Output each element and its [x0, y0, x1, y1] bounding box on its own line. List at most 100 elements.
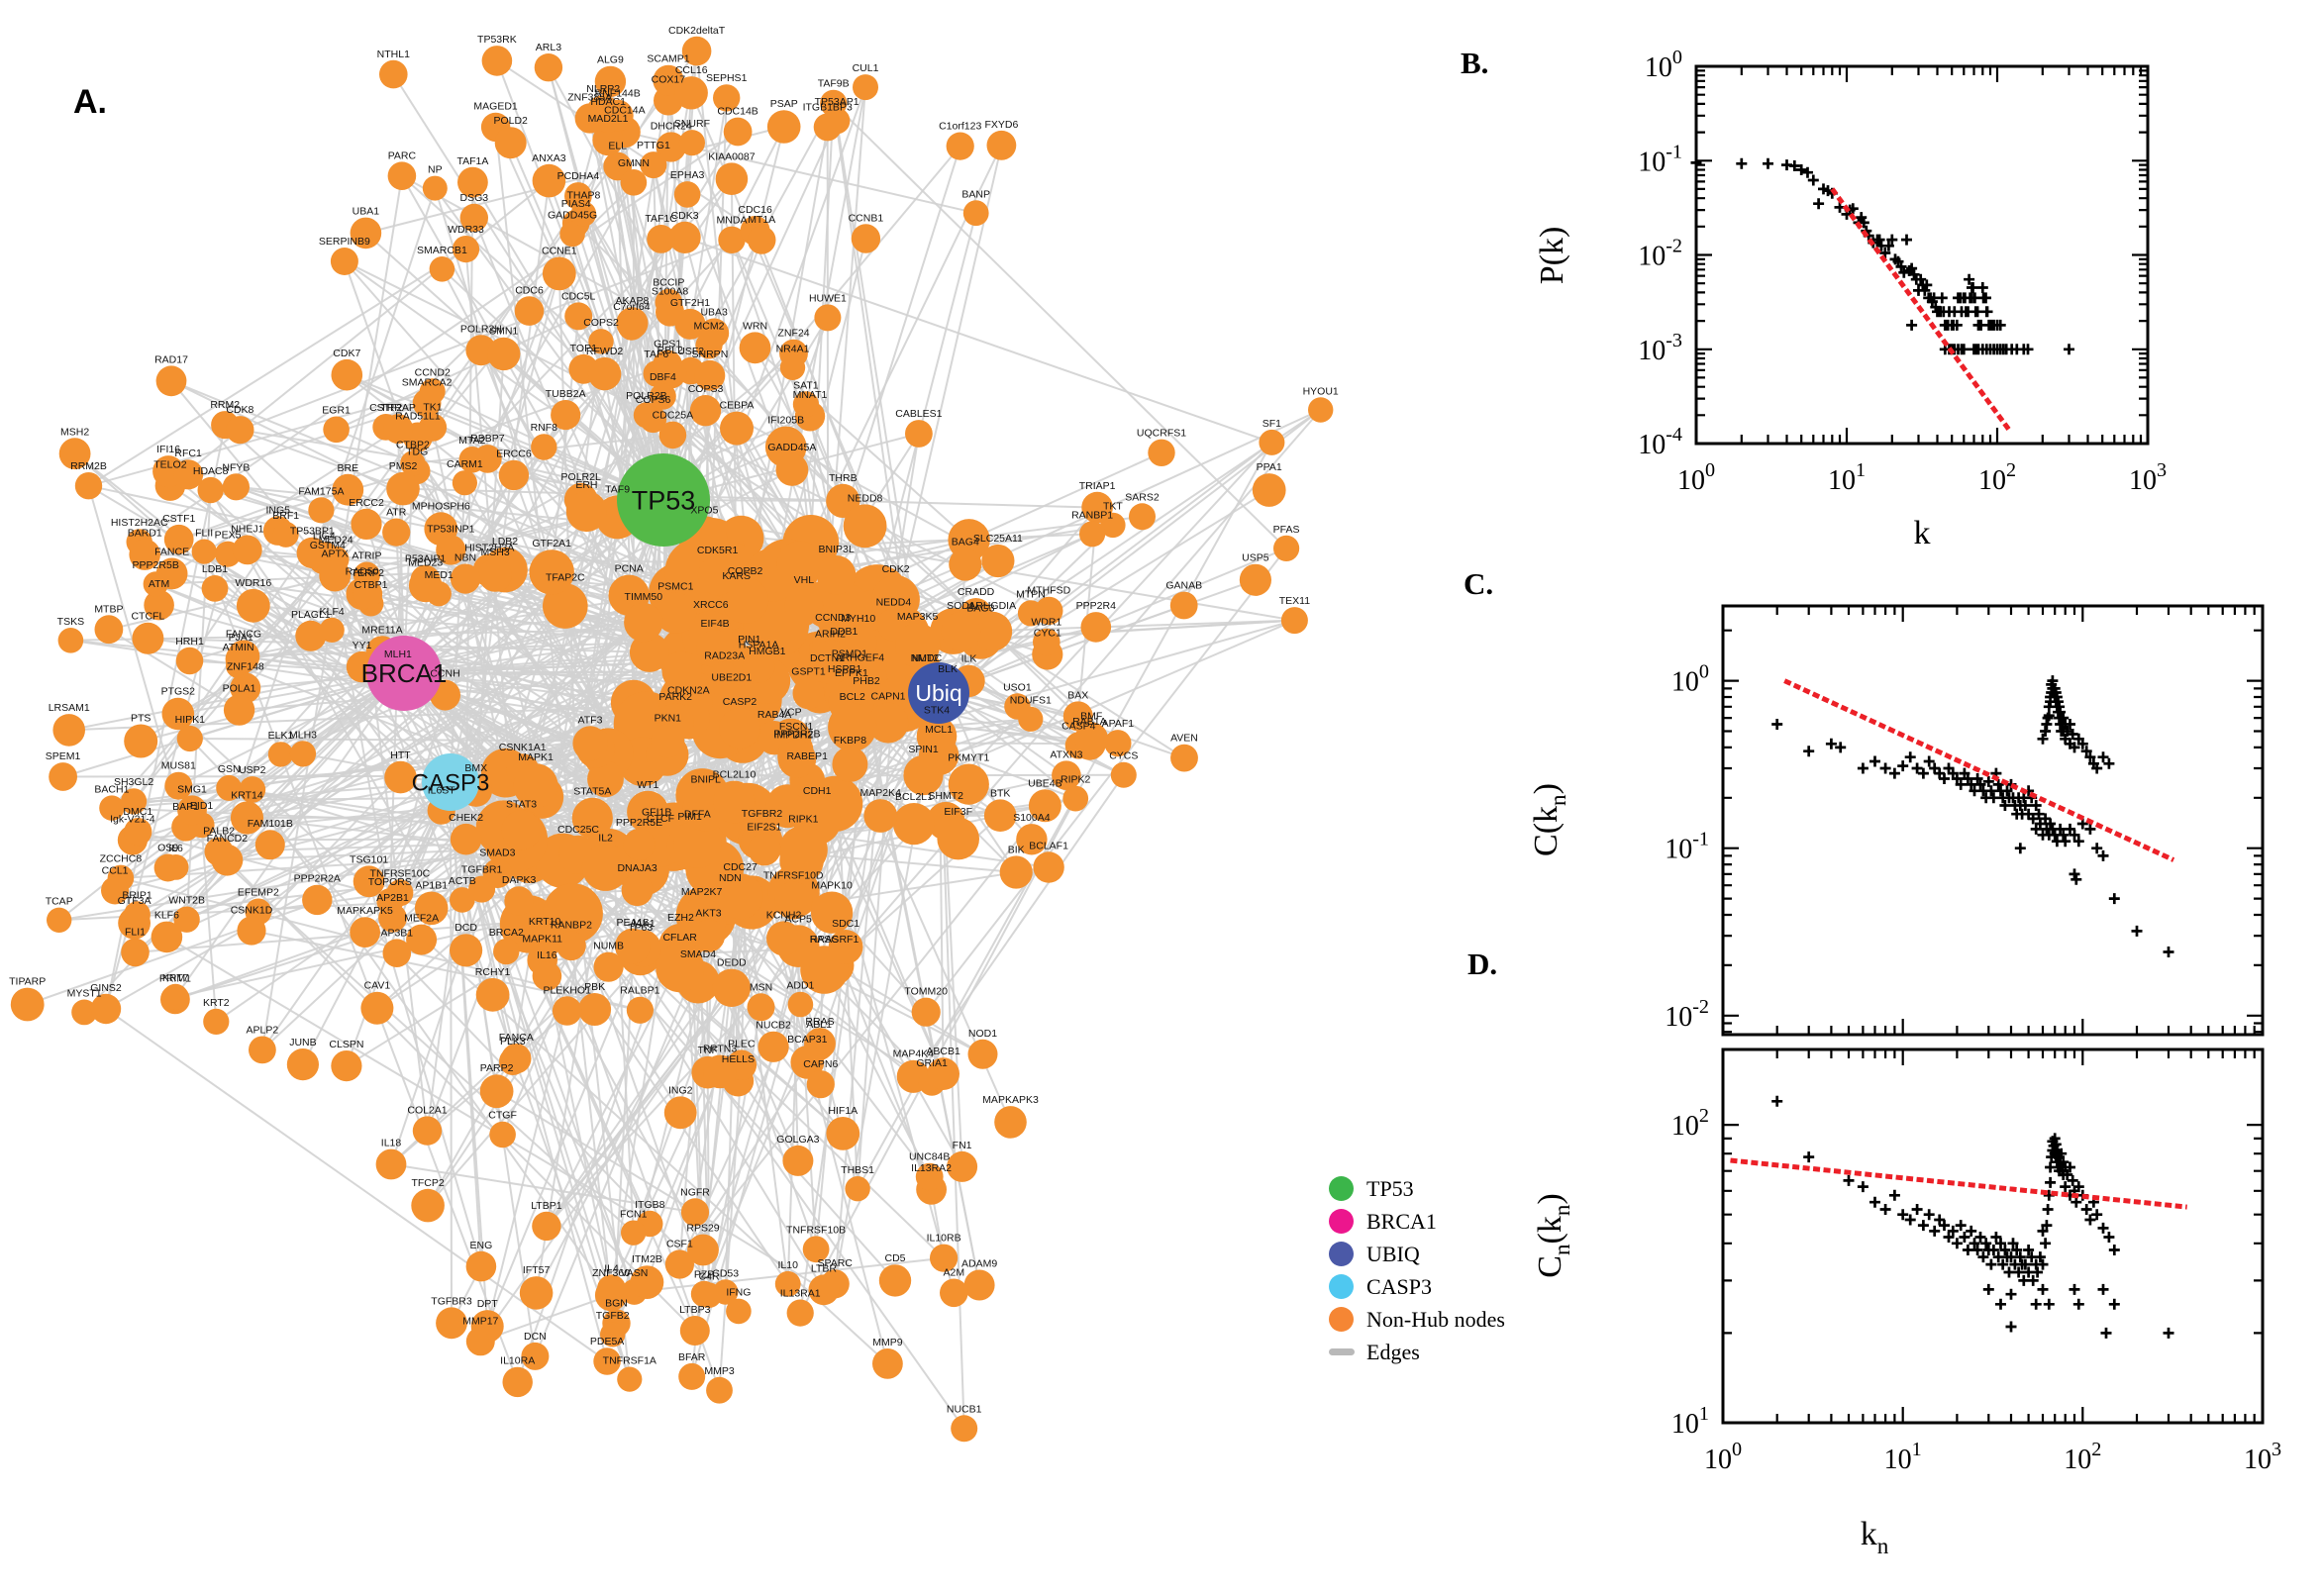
gene-node: [853, 74, 878, 101]
gene-node-label: JAK1: [631, 918, 656, 930]
gene-node-label: MTPN: [1016, 588, 1046, 600]
gene-node: [378, 903, 407, 933]
chart-c: 100 10-1 10-2 C(kn​): [1528, 604, 2265, 1037]
gene-node-label: VHL: [794, 574, 815, 586]
gene-node-label: BNIPL: [691, 773, 722, 785]
gene-node-label: EIF2S1: [747, 821, 781, 833]
gene-node-label: SARS2: [1125, 491, 1160, 503]
gene-node-label: CCNB1: [849, 212, 884, 224]
gene-node: [655, 592, 697, 634]
gene-node: [621, 874, 654, 907]
gene-node: [871, 575, 920, 624]
gene-node: [489, 1121, 516, 1148]
gene-node-label: CYCS: [1109, 750, 1138, 762]
gene-node: [592, 124, 624, 156]
gene-node: [600, 1322, 626, 1347]
gene-node-label: HSPA1A: [739, 639, 779, 650]
gene-node: [1081, 491, 1113, 524]
gene-node: [144, 589, 174, 621]
gene-node-label: RAD23A: [704, 650, 745, 662]
gene-node-label: CCL1: [102, 864, 129, 876]
gene-node-label: Igk-V21-4: [110, 813, 155, 825]
gene-node-label: DFFA: [684, 809, 711, 821]
gene-node: [790, 1046, 825, 1079]
gene-node-label: FANCE: [154, 547, 189, 558]
gene-node: [222, 473, 250, 501]
gene-node: [911, 997, 941, 1027]
gene-node: [747, 226, 776, 254]
gene-node: [124, 724, 158, 758]
gene-node-label: BRIP1: [122, 889, 152, 901]
gene-node: [1079, 521, 1106, 548]
gene-node: [828, 702, 877, 752]
gene-node: [551, 400, 581, 431]
gene-node-label: PCNA: [615, 563, 644, 575]
gene-node-label: ATXN3: [1050, 748, 1082, 760]
gene-node-label: CCND2: [415, 366, 451, 378]
svg-text:103: 103: [2129, 459, 2167, 496]
gene-node: [10, 987, 45, 1022]
gene-node-label: MSH2: [60, 426, 89, 438]
gene-node-label: TDG: [406, 446, 428, 457]
gene-node-label: ABL1: [806, 1019, 832, 1031]
gene-node: [94, 615, 124, 645]
gene-node-label: PLEC: [728, 1038, 756, 1049]
gene-node: [720, 411, 754, 446]
gene-node-label: SNURF: [674, 118, 710, 130]
gene-node-label: BAG4: [952, 537, 979, 549]
gene-node-label: CCNH: [430, 668, 459, 680]
gene-node: [419, 378, 446, 405]
gene-node: [721, 576, 769, 625]
gene-node: [203, 1008, 230, 1035]
gene-node: [498, 459, 530, 491]
gene-node: [532, 163, 566, 198]
gene-node-label: ING2: [668, 1084, 693, 1096]
gene-node-label: BRF1: [272, 510, 299, 522]
gene-node-label: MMP3: [704, 1365, 734, 1377]
gene-node-label: GSPT1: [791, 665, 826, 677]
gene-node-label: MLH3: [289, 729, 317, 741]
gene-node: [1273, 535, 1300, 562]
gene-node: [552, 996, 582, 1026]
gene-node-label: SMARCB1: [417, 245, 467, 256]
gene-node-label: RBL2: [657, 345, 683, 356]
gene-node: [124, 818, 152, 847]
gene-node-label: TFAP2C: [546, 571, 585, 583]
gene-node: [173, 459, 204, 490]
gene-node-label: PPP2R2A: [294, 873, 341, 885]
gene-node: [47, 907, 72, 933]
gene-node-label: AP3B1: [380, 927, 413, 939]
gene-node: [593, 951, 624, 982]
gene-node-label: TRIAP1: [1079, 480, 1116, 492]
gene-node: [647, 225, 675, 253]
gene-node-label: ZNF24: [777, 328, 809, 340]
gene-node: [617, 1366, 643, 1392]
gene-node: [249, 1036, 276, 1064]
gene-node: [651, 724, 685, 758]
gene-node: [813, 113, 842, 142]
gene-node: [839, 624, 877, 662]
gene-node: [452, 236, 480, 263]
gene-node-label: MCM2: [694, 320, 725, 332]
gene-node-label: SPIN1: [908, 744, 939, 755]
gene-node: [226, 416, 254, 445]
gene-node-label: CFLAR: [662, 932, 697, 944]
svg-text:10-2: 10-2: [1638, 236, 1682, 272]
gene-node: [382, 939, 412, 967]
gene-node-label: GINS2: [90, 982, 122, 994]
gene-node-label: GTF2H1: [670, 297, 710, 309]
gene-node-label: RIPK2: [1060, 774, 1091, 786]
gene-node-label: CDC25A: [653, 410, 693, 422]
gene-node: [57, 628, 84, 653]
gene-node: [623, 828, 656, 861]
gene-node: [1080, 612, 1112, 643]
gene-node: [777, 740, 817, 778]
gene-node-label: IFNG: [726, 1287, 751, 1299]
gene-node-label: COPS6: [636, 394, 671, 406]
gene-node-label: PRIM1: [159, 972, 191, 984]
svg-text:k: k: [1914, 515, 1931, 551]
gene-node: [1052, 760, 1081, 790]
gene-node: [630, 1265, 664, 1299]
gene-node: [983, 799, 1017, 832]
gene-node-label: HSPB1: [828, 663, 862, 675]
